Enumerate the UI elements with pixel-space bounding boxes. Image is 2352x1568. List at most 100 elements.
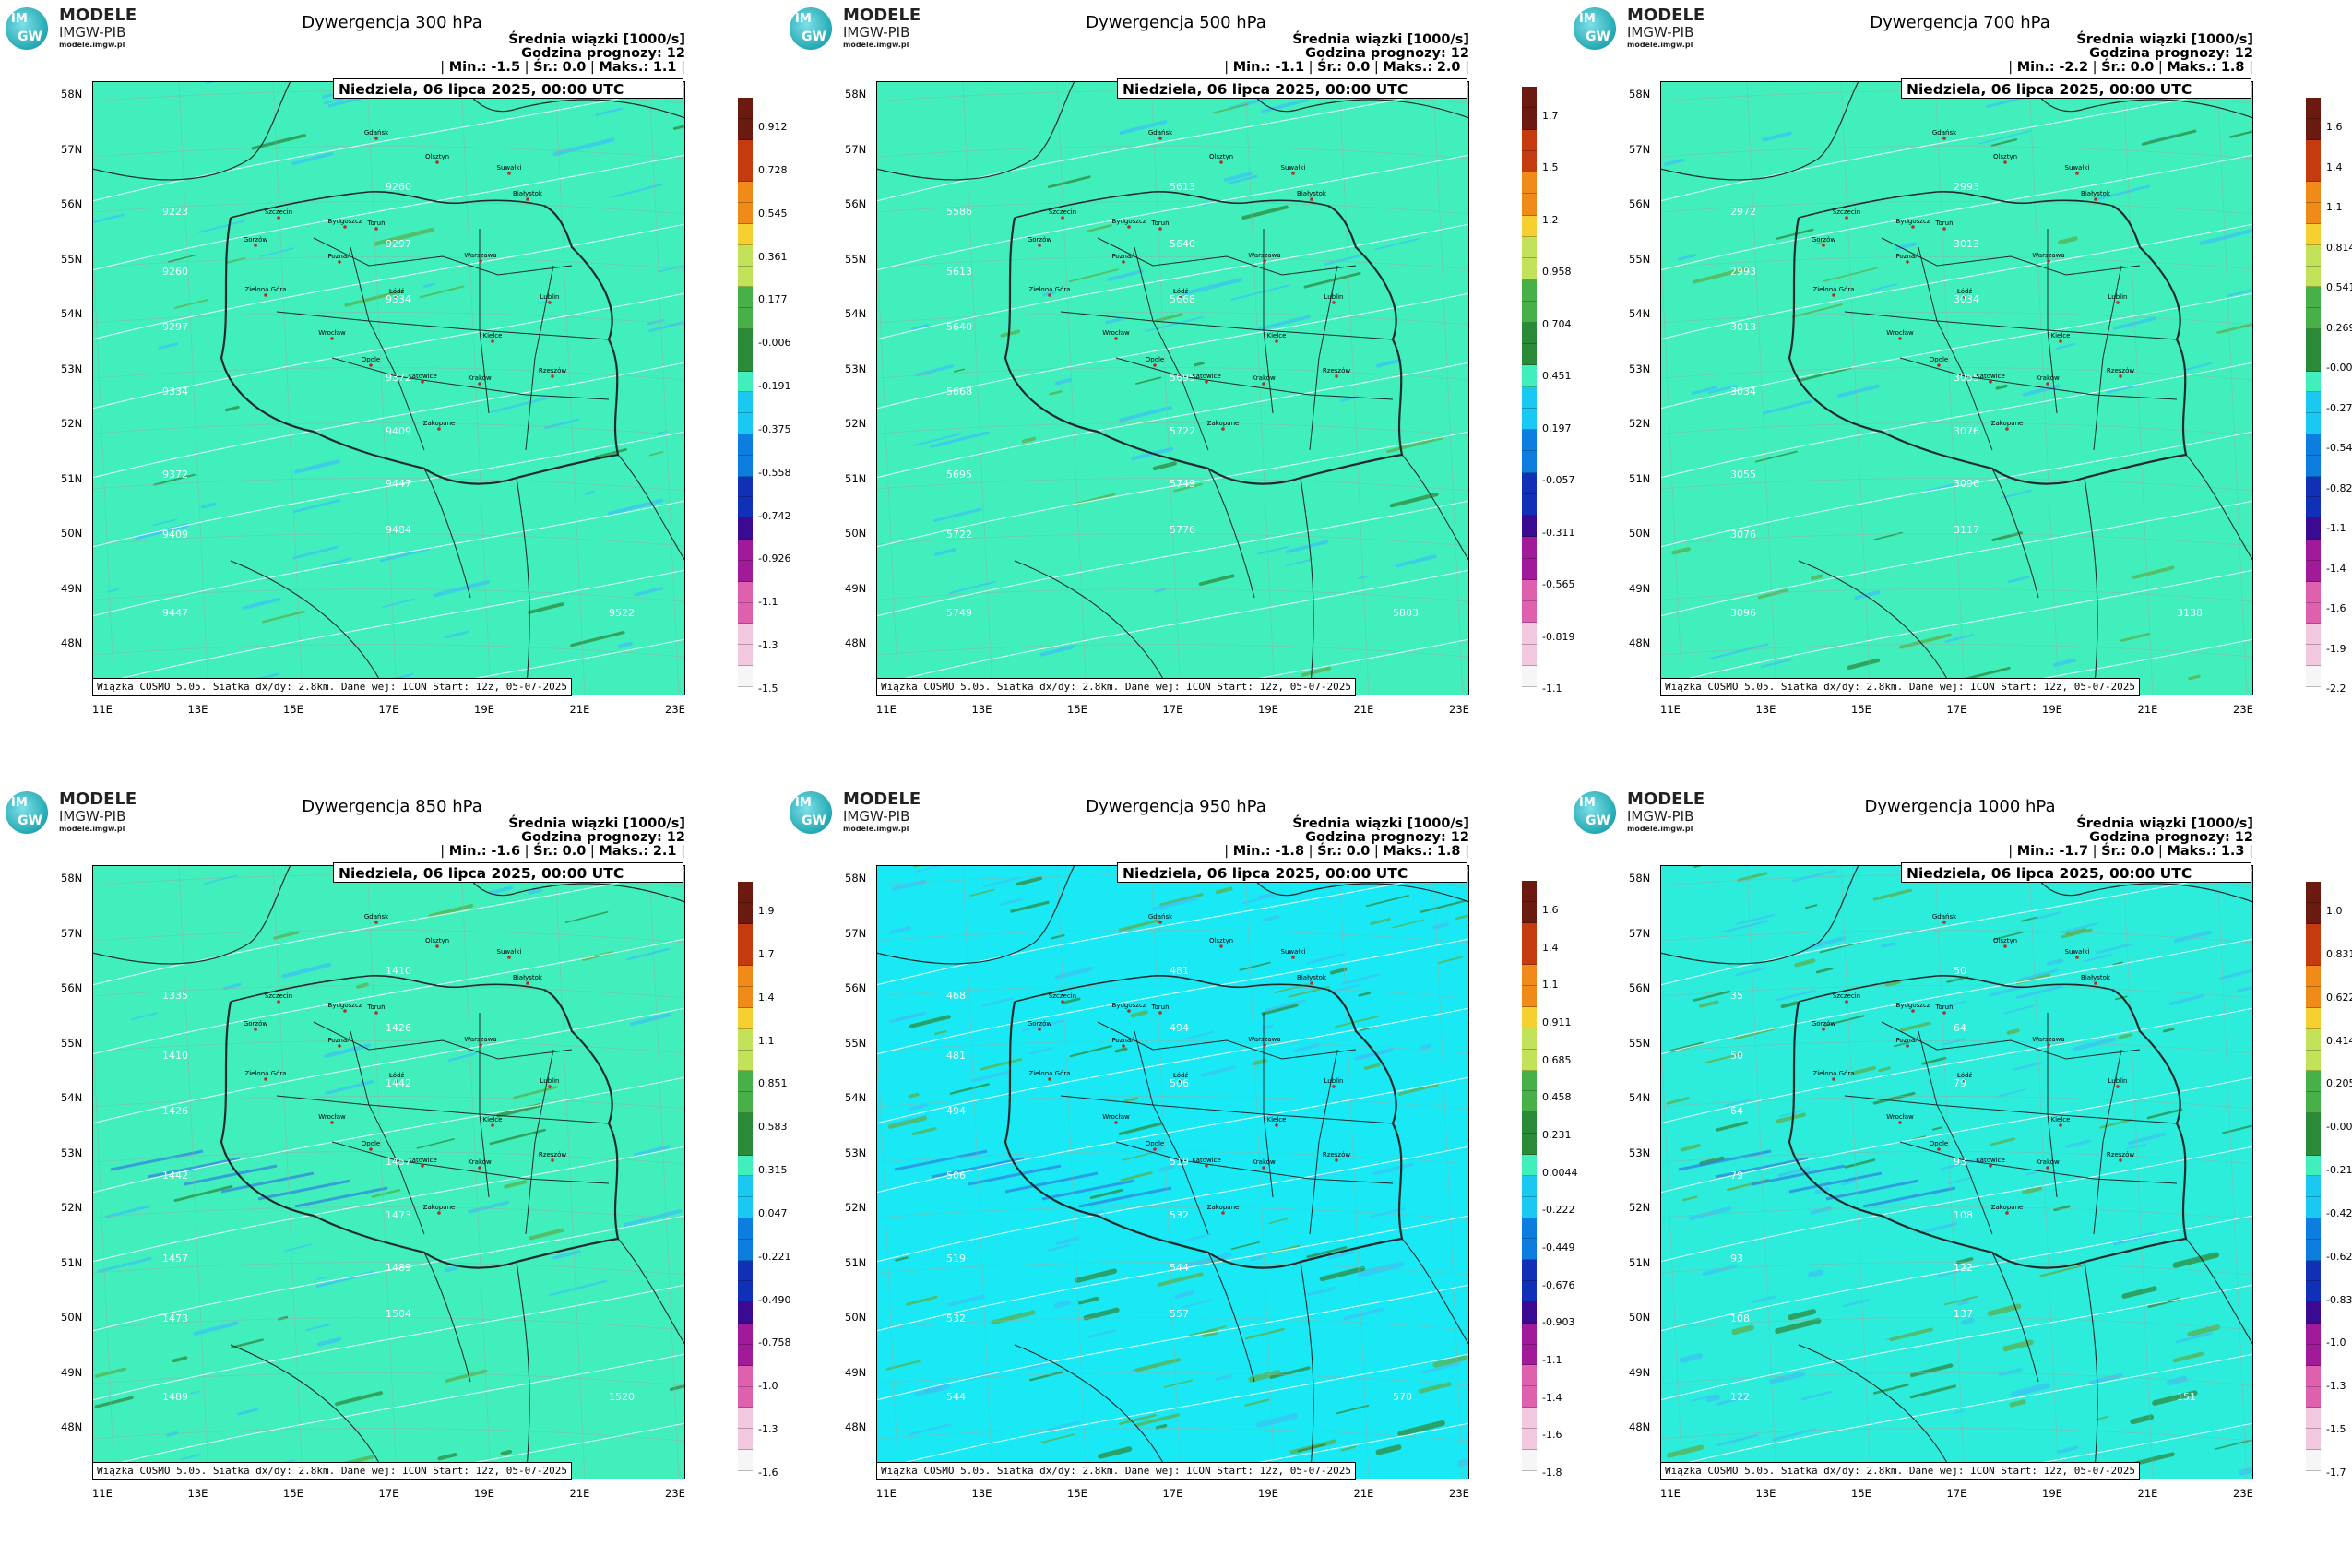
- divergence-streak: [1248, 1370, 1281, 1383]
- divergence-streak: [1437, 956, 1463, 965]
- geopotential-isoline: [92, 1007, 685, 1124]
- divergence-streak: [1329, 983, 1360, 993]
- meridian-line: [366, 865, 398, 1479]
- colorbar-segment: [2306, 287, 2321, 309]
- city-label: Lublin: [2108, 1077, 2128, 1085]
- geopotential-isoline: [876, 500, 1469, 617]
- divergence-map[interactable]: Gdańsk Olsztyn Suwałki Białystok Szczecin Byd…: [1660, 81, 2253, 695]
- isoline-label: 2993: [1954, 181, 1979, 193]
- city-marker: [374, 1011, 378, 1015]
- colorbar-segment: [1522, 1260, 1537, 1282]
- latitude-label: 48N: [845, 636, 867, 649]
- divergence-map[interactable]: Gdańsk Olsztyn Suwałki Białystok Szczecin Byd…: [1660, 865, 2253, 1479]
- divergence-streak: [1692, 267, 1748, 284]
- divergence-streak: [1340, 1445, 1357, 1452]
- city-label: Gorzów: [244, 1020, 268, 1028]
- divergence-streak: [1937, 1269, 1965, 1277]
- latitude-label: 57N: [845, 142, 867, 156]
- city-marker: [1114, 1121, 1118, 1124]
- geopotential-isoline: [92, 85, 685, 202]
- colorbar-segment: [1522, 1281, 1537, 1302]
- longitude-label: 15E: [1067, 1487, 1087, 1500]
- divergence-map[interactable]: Gdańsk Olsztyn Suwałki Białystok Szczecin Byd…: [876, 81, 1469, 695]
- colorbar-segment: [2306, 1386, 2321, 1408]
- city-label: Katowice: [408, 373, 437, 380]
- divergence-map[interactable]: Gdańsk Olsztyn Suwałki Białystok Szczecin Byd…: [92, 81, 685, 695]
- divergence-streak: [1957, 1300, 1970, 1306]
- divergence-streak: [1671, 547, 1691, 555]
- latitude-label: 55N: [61, 1036, 83, 1050]
- divergence-streak: [1375, 358, 1403, 368]
- stat-min-value: -1.6: [491, 844, 521, 859]
- colorbar-segment: [2306, 944, 2321, 967]
- city-label: Lublin: [540, 293, 560, 301]
- divergence-map[interactable]: Gdańsk Olsztyn Suwałki Białystok Szczecin Byd…: [92, 865, 685, 1479]
- divergence-streak: [1049, 390, 1063, 396]
- city-marker: [1262, 1166, 1265, 1170]
- geopotential-isoline: [1660, 223, 2253, 340]
- divergence-streak: [1146, 315, 1204, 332]
- divergence-streak: [584, 491, 595, 495]
- isoline-label: 1442: [386, 1077, 411, 1089]
- colorbar-tick-label: 0.458: [1542, 1091, 1572, 1104]
- city-label: Suwałki: [2065, 948, 2090, 956]
- city-marker: [1963, 295, 1966, 299]
- parallel-line: [92, 985, 685, 999]
- divergence-streak: [2015, 984, 2063, 999]
- divergence-streak: [2053, 1205, 2071, 1212]
- parallel-line: [876, 1428, 1469, 1442]
- colorbar-segment: [738, 371, 753, 393]
- divergence-streak: [1051, 934, 1065, 940]
- divergence-streak: [1069, 1045, 1112, 1058]
- city-marker: [1845, 1000, 1848, 1004]
- city-label: Wrocław: [318, 1113, 346, 1121]
- city-label: Szczecin: [1833, 992, 1860, 1000]
- city-marker: [1038, 1028, 1041, 1031]
- forecast-hour-label: Godzina prognozy: 12: [521, 830, 685, 845]
- city-marker: [1942, 1011, 1946, 1015]
- colorbar-segment: [2306, 602, 2321, 624]
- colorbar-segment: [738, 1302, 753, 1324]
- divergence-streak: [468, 1200, 510, 1214]
- divergence-streak: [611, 184, 663, 198]
- isoline-label: 1410: [386, 965, 411, 977]
- city-marker: [277, 216, 280, 220]
- meridian-line: [1244, 81, 1276, 695]
- city-label: Warszawa: [1248, 1036, 1280, 1043]
- divergence-streak: [2229, 130, 2253, 138]
- city-marker: [1219, 944, 1223, 948]
- city-label: Lublin: [1324, 293, 1344, 301]
- longitude-label: 15E: [1851, 703, 1871, 716]
- divergence-streak: [1840, 1180, 1857, 1186]
- divergence-streak: [895, 1011, 927, 1022]
- parallel-line: [876, 146, 1469, 160]
- isoline-label: 79: [1954, 1077, 1966, 1089]
- colorbar-tick-label: -0.903: [1542, 1316, 1575, 1329]
- divergence-streak: [1386, 436, 1443, 454]
- stat-max-value: 1.3: [2220, 844, 2245, 859]
- isoline-label: 5640: [946, 321, 972, 333]
- isoline-label: 9447: [386, 478, 411, 490]
- colorbar-segment: [2306, 350, 2321, 372]
- divergence-map[interactable]: Gdańsk Olsztyn Suwałki Białystok Szczecin Byd…: [876, 865, 1469, 1479]
- city-label: Suwałki: [497, 948, 522, 956]
- divergence-streak: [2130, 1414, 2155, 1425]
- colorbar-tick-label: -0.420: [2326, 1206, 2352, 1219]
- colorbar-segment: [738, 882, 753, 903]
- divergence-streak: [528, 887, 542, 895]
- meridian-line: [1432, 865, 1464, 1479]
- divergence-streak: [1118, 919, 1160, 932]
- city-label: Bydgoszcz: [328, 1002, 362, 1009]
- divergence-streak: [1776, 228, 1814, 240]
- colorbar-segment: [2306, 1324, 2321, 1345]
- city-marker: [551, 374, 554, 378]
- parallel-line: [1660, 1262, 2253, 1276]
- divergence-streak: [1389, 492, 1439, 508]
- colorbar-segment: [738, 944, 753, 967]
- divergence-streak: [1995, 384, 2008, 390]
- divergence-streak: [1808, 1269, 1823, 1278]
- logo-text: MODELE IMGW-PIB modele.imgw.pl: [59, 7, 137, 49]
- divergence-streak: [949, 580, 996, 594]
- colorbar-segment: [2306, 160, 2321, 183]
- city-label: Warszawa: [2032, 1036, 2064, 1043]
